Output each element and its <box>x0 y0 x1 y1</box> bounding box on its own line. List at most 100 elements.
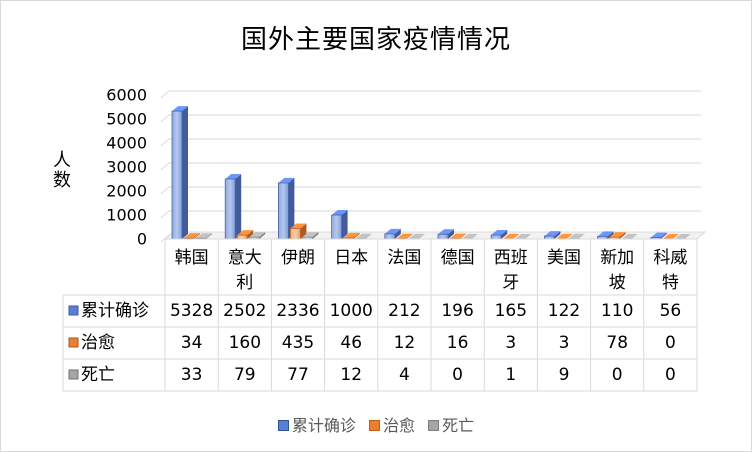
table-legend-key-confirmed <box>68 305 79 316</box>
table-cell-recovered: 78 <box>606 333 628 353</box>
bar-top-deaths <box>249 232 266 238</box>
y-tick-label: 6000 <box>106 86 147 105</box>
bar-top-confirmed <box>278 177 295 183</box>
gridline <box>160 90 701 99</box>
table-cell-confirmed: 212 <box>388 301 420 321</box>
table-cell-deaths: 4 <box>399 365 410 385</box>
chart-title: 国外主要国家疫情情况 <box>240 25 511 55</box>
bar-side-deaths <box>206 233 212 239</box>
bar-recovered <box>236 230 254 240</box>
bar-confirmed <box>331 210 348 240</box>
bar-recovered <box>343 232 360 240</box>
table-cell-confirmed: 5328 <box>170 301 213 321</box>
legend-item-recovered: 治愈 <box>368 412 415 436</box>
table-cell-deaths: 1 <box>505 365 516 385</box>
bar-front-recovered <box>236 234 248 240</box>
gridline <box>160 186 701 195</box>
bar-front-confirmed <box>384 233 396 240</box>
bar-top-confirmed <box>544 231 561 237</box>
bar-top-confirmed <box>172 106 188 112</box>
bar-side-confirmed <box>448 229 454 239</box>
table-cell-deaths: 0 <box>612 365 623 385</box>
bar-side-confirmed <box>182 106 188 240</box>
bar-top-deaths <box>196 233 212 239</box>
table-cell-recovered: 435 <box>282 333 314 353</box>
bar-top-deaths <box>462 234 478 239</box>
x-tick-label: 韩国 <box>175 248 209 268</box>
bar-confirmed <box>224 173 242 240</box>
bar-top-recovered <box>503 233 520 239</box>
bar-recovered <box>662 234 679 239</box>
bar-top-confirmed <box>491 230 508 236</box>
bar-front-confirmed <box>331 214 343 240</box>
table-cell-confirmed: 2502 <box>223 301 266 321</box>
table-cell-deaths: 33 <box>181 365 203 385</box>
bar-side-deaths <box>525 233 532 239</box>
bar-top-confirmed <box>331 210 348 215</box>
bar-side-confirmed <box>554 231 561 239</box>
bar-side-confirmed <box>288 177 295 239</box>
bar-side-confirmed <box>235 173 242 239</box>
table-cell-recovered: 0 <box>665 333 676 353</box>
bar-side-recovered <box>566 233 573 239</box>
bar-front-confirmed <box>224 178 236 240</box>
bar-top-confirmed <box>597 231 614 237</box>
bar-top-recovered <box>396 233 413 239</box>
bar-front-confirmed <box>171 110 183 240</box>
bar-top-deaths <box>302 232 319 238</box>
y-tick-label: 5000 <box>106 110 147 129</box>
bar-top-deaths <box>515 233 532 239</box>
bar-top-recovered <box>450 233 466 239</box>
bar-side-recovered <box>460 233 466 239</box>
y-axis-label: 人数 <box>53 150 71 191</box>
bar-top-recovered <box>290 223 307 229</box>
table-cell-recovered: 16 <box>447 333 469 353</box>
bar-side-confirmed <box>394 228 401 239</box>
bar-top-confirmed <box>384 228 401 234</box>
bar-side-deaths <box>365 233 372 239</box>
legend-label-recovered: 治愈 <box>382 416 415 435</box>
bar-confirmed <box>597 231 614 240</box>
bar-side-confirmed <box>501 230 508 239</box>
bar-top-confirmed <box>650 232 667 238</box>
table-cell-deaths: 9 <box>559 365 570 385</box>
table-cell-deaths: 77 <box>287 365 309 385</box>
x-tick-label: 新加坡 <box>600 248 634 293</box>
bar-deaths <box>462 234 478 239</box>
bar-top-recovered <box>184 233 200 239</box>
bar-deaths <box>248 232 266 240</box>
table-legend-key-deaths <box>68 369 79 380</box>
legend-label-deaths: 死亡 <box>442 416 475 435</box>
y-tick-label: 1000 <box>106 206 147 225</box>
table-cell-recovered: 12 <box>394 333 416 353</box>
table-cell-recovered: 160 <box>229 333 261 353</box>
y-tick-label: 0 <box>137 230 147 249</box>
bar-top-deaths <box>674 234 691 239</box>
table-cell-deaths: 0 <box>665 365 676 385</box>
legend-label-confirmed: 累计确诊 <box>291 416 356 435</box>
bar-side-deaths <box>418 233 425 239</box>
bar-top-recovered <box>662 234 679 239</box>
bar-front-recovered <box>289 228 301 240</box>
bar-side-recovered <box>619 232 626 239</box>
x-tick-label: 意大利 <box>228 248 262 293</box>
table-cell-confirmed: 122 <box>548 301 580 321</box>
bar-side-confirmed <box>607 231 614 239</box>
bar-deaths <box>674 234 691 239</box>
bar-side-confirmed <box>341 210 348 239</box>
legend-swatch-recovered <box>368 420 380 431</box>
table-cell-deaths: 79 <box>234 365 256 385</box>
bar-side-recovered <box>353 232 360 239</box>
legend-item-confirmed: 累计确诊 <box>277 412 356 436</box>
table-cell-deaths: 0 <box>452 365 463 385</box>
gridline <box>160 138 701 147</box>
bar-top-recovered <box>343 232 360 238</box>
gridline <box>160 162 701 171</box>
bar-side-recovered <box>194 233 200 239</box>
y-tick-label: 2000 <box>106 182 147 201</box>
y-tick-label: 3000 <box>106 158 147 177</box>
gridline <box>160 114 701 123</box>
bar-top-deaths <box>621 234 638 239</box>
